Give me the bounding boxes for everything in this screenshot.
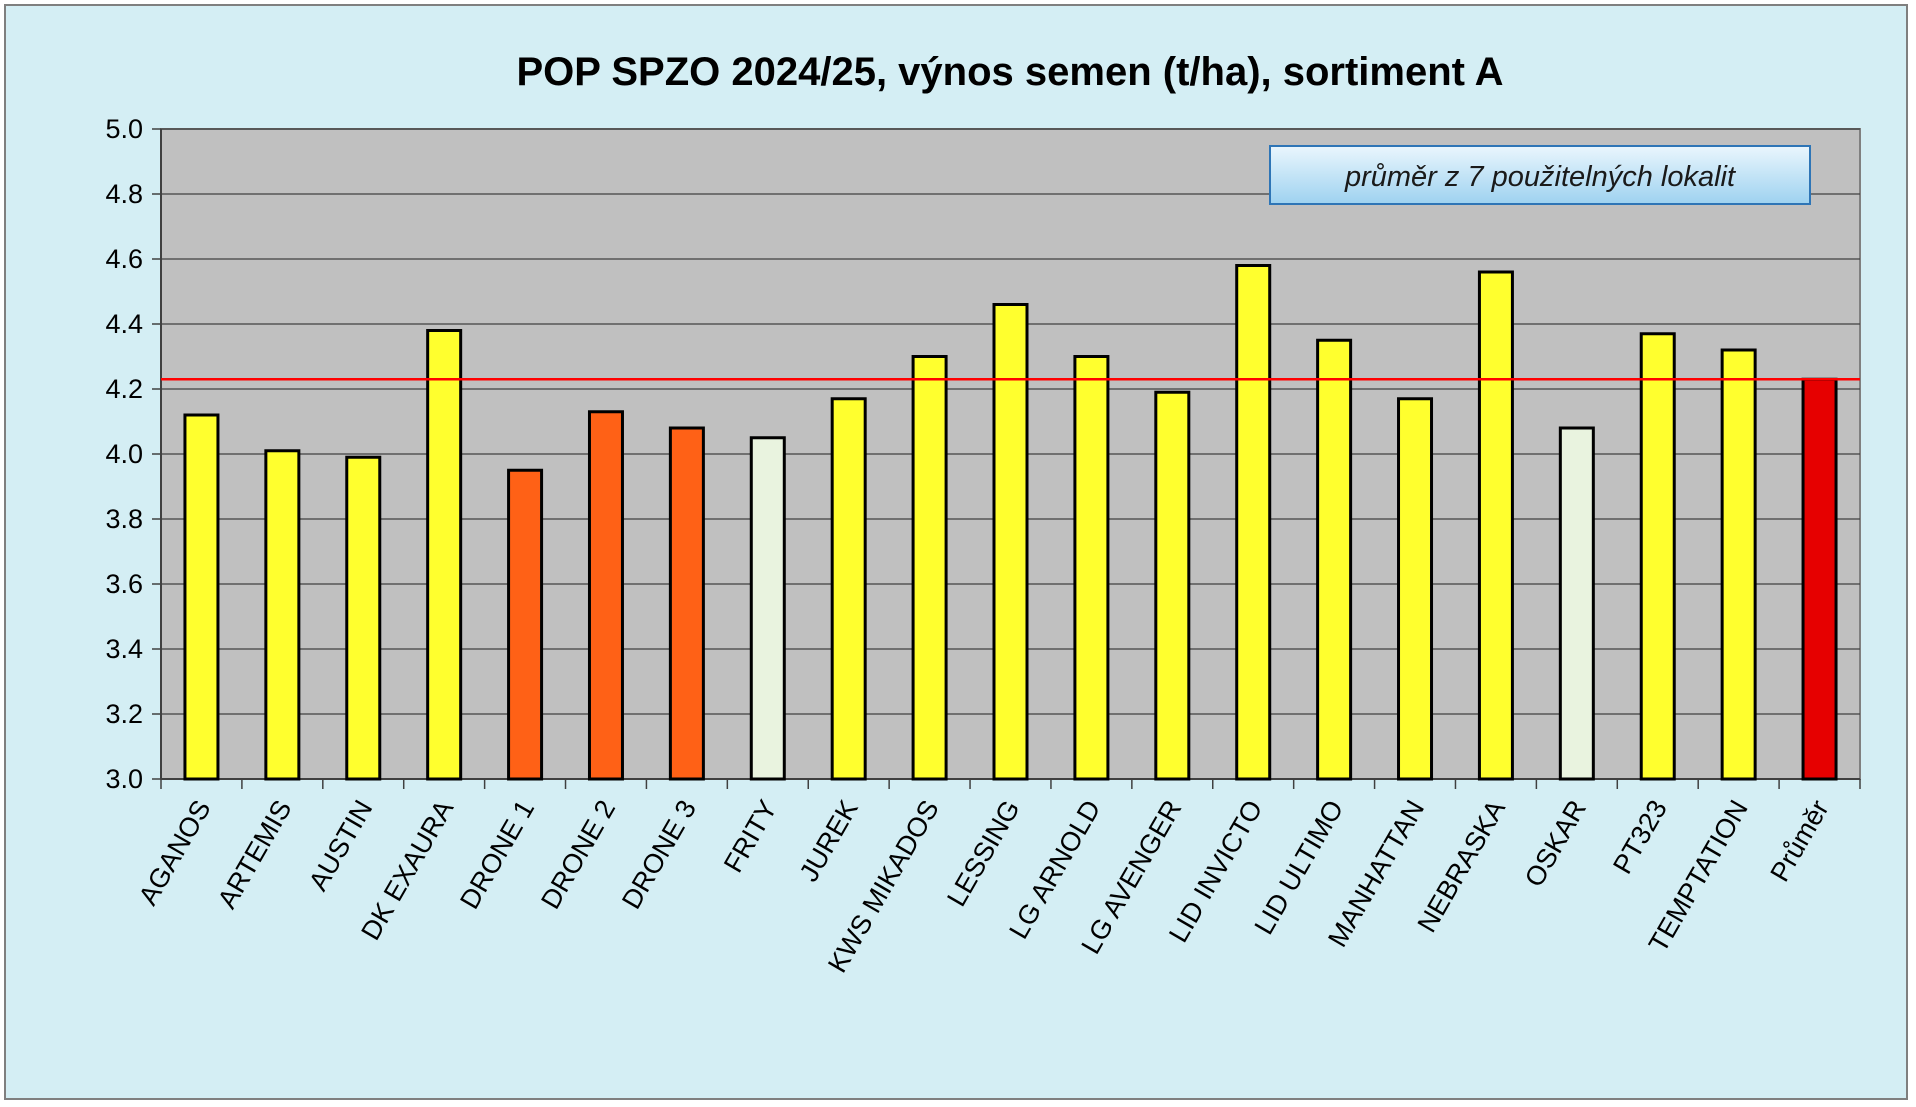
x-tick-label: FRITY	[718, 795, 783, 878]
y-tick-label: 3.6	[105, 569, 143, 599]
bar	[183, 413, 220, 781]
x-tick-label: AUSTIN	[303, 795, 378, 896]
x-tick-label: LESSING	[941, 795, 1026, 911]
annotation-text: průměr z 7 použitelných lokalit	[1344, 161, 1737, 193]
y-tick-label: 4.2	[105, 374, 143, 404]
x-tick-label: Průměr	[1765, 795, 1835, 887]
bar	[345, 455, 382, 781]
annotation-box: průměr z 7 použitelných lokalit	[1269, 145, 1811, 205]
chart-frame: POP SPZO 2024/25, výnos semen (t/ha), so…	[4, 4, 1908, 1100]
bar	[1558, 426, 1595, 781]
y-tick-label: 3.0	[105, 764, 143, 794]
bar	[1639, 332, 1676, 781]
bar	[1235, 264, 1272, 781]
bar	[1477, 270, 1514, 781]
x-tick-label: JUREK	[794, 795, 864, 887]
bar	[1073, 355, 1110, 781]
y-tick-label: 4.0	[105, 439, 143, 469]
x-tick-label: ARTEMIS	[212, 795, 298, 914]
bar	[1154, 390, 1191, 781]
chart-title: POP SPZO 2024/25, výnos semen (t/ha), so…	[516, 50, 1503, 94]
bar	[668, 426, 705, 781]
x-tick-label: DRONE 2	[535, 795, 621, 914]
bar	[264, 449, 301, 781]
x-tick-label: DRONE 1	[454, 795, 540, 914]
bar	[587, 410, 624, 781]
bar	[507, 468, 544, 781]
annotation-box-background	[1269, 145, 1811, 205]
plot-area: 3.03.23.43.63.84.04.24.44.64.85.0AGANOSA…	[105, 114, 1861, 978]
bar	[1316, 338, 1353, 781]
y-tick-label: 3.4	[105, 634, 143, 664]
bar	[749, 436, 786, 781]
y-tick-label: 5.0	[105, 114, 143, 144]
x-tick-label: DRONE 3	[616, 795, 702, 914]
bar	[911, 355, 948, 781]
x-tick-label: AGANOS	[133, 795, 217, 910]
bar	[1397, 397, 1434, 781]
bar	[1801, 377, 1838, 781]
bar	[830, 397, 867, 781]
y-tick-label: 4.8	[105, 179, 143, 209]
y-tick-label: 3.2	[105, 699, 143, 729]
bar	[426, 329, 463, 781]
bar	[992, 303, 1029, 781]
bar-chart: POP SPZO 2024/25, výnos semen (t/ha), so…	[105, 50, 1861, 978]
y-tick-label: 3.8	[105, 504, 143, 534]
bar	[1720, 348, 1757, 781]
y-tick-label: 4.6	[105, 244, 143, 274]
x-tick-label: OSKAR	[1519, 795, 1592, 892]
x-tick-label: PT323	[1607, 795, 1673, 879]
y-tick-label: 4.4	[105, 309, 143, 339]
